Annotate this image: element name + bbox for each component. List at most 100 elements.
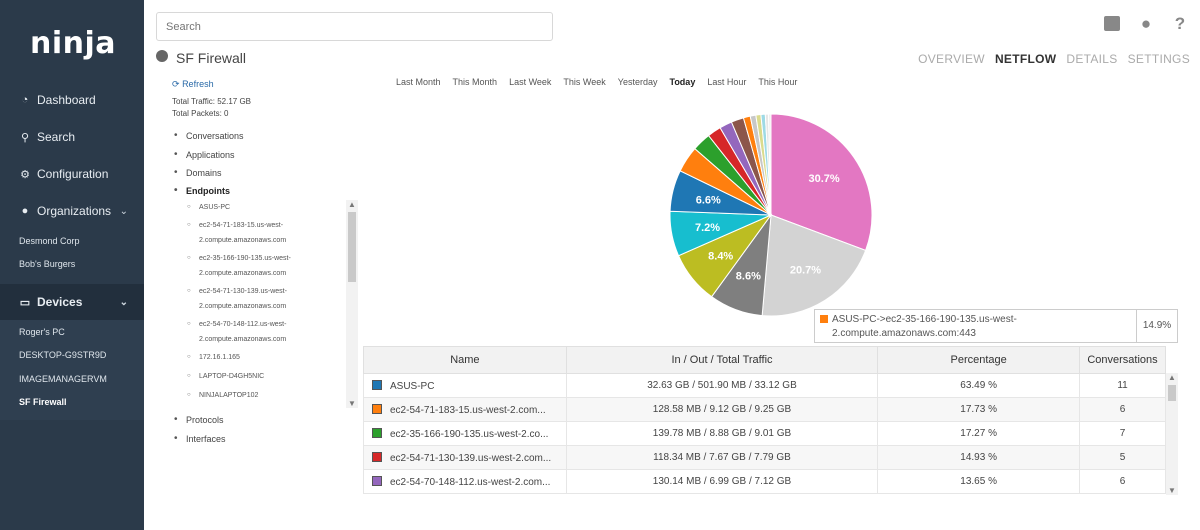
cell-percentage: 63.49 %: [877, 373, 1081, 398]
scroll-up-arrow-icon[interactable]: ▲: [1168, 373, 1176, 382]
tab-settings[interactable]: SETTINGS: [1127, 52, 1190, 66]
endpoint-item[interactable]: ec2-35-166-190-135.us-west- 2.compute.ama…: [187, 251, 291, 281]
tree-item-domains[interactable]: Domains: [174, 167, 221, 178]
column-header-conversations[interactable]: Conversations: [1079, 346, 1166, 374]
endpoint-item[interactable]: ec2-54-70-148-112.us-west- 2.compute.amaz…: [187, 317, 287, 347]
endpoint-item[interactable]: ec2-54-71-130-139.us-west- 2.compute.amaz…: [187, 284, 287, 314]
endpoint-label-cont: 2.compute.amazonaws.com: [199, 336, 287, 343]
sidebar-device-rogers-pc[interactable]: Roger's PC: [19, 327, 65, 337]
sidebar-org-desmond-corp[interactable]: Desmond Corp: [19, 236, 80, 246]
endpoint-item[interactable]: 172.16.1.165: [187, 350, 240, 365]
table-row[interactable]: ec2-54-70-148-112.us-west-2.com... 130.1…: [363, 469, 1166, 494]
table-row[interactable]: ec2-54-71-130-139.us-west-2.com... 118.3…: [363, 445, 1166, 470]
sidebar-item-dashboard[interactable]: ◔ Dashboard: [0, 83, 144, 117]
tab-details[interactable]: DETAILS: [1066, 52, 1118, 66]
column-header-name[interactable]: Name: [363, 346, 567, 374]
sidebar: ninja ◔ Dashboard ⚲ Search ⚙ Configurati…: [0, 0, 144, 530]
tab-netflow[interactable]: NETFLOW: [994, 52, 1057, 66]
row-name: ec2-54-71-130-139.us-west-2.com...: [390, 452, 552, 464]
scroll-thumb[interactable]: [1168, 385, 1176, 401]
ninja-logo: ninja: [30, 26, 117, 61]
timeframe-yesterday[interactable]: Yesterday: [617, 77, 658, 87]
endpoint-item[interactable]: ASUS-PC: [187, 200, 231, 215]
scroll-up-arrow-icon[interactable]: ▲: [348, 200, 356, 209]
cell-traffic: 32.63 GB / 501.90 MB / 33.12 GB: [565, 373, 879, 398]
monitor-icon: ▭: [19, 296, 31, 309]
sidebar-item-devices[interactable]: ▭ Devices ⌄: [0, 285, 144, 319]
table-scrollbar[interactable]: ▲ ▼: [1166, 373, 1178, 495]
timeframe-last-hour[interactable]: Last Hour: [707, 77, 747, 87]
endpoint-item[interactable]: ec2-54-71-183-15.us-west- 2.compute.amazo…: [187, 218, 286, 248]
pie-slice-label: 8.4%: [708, 251, 733, 263]
timeframe-this-month[interactable]: This Month: [452, 77, 498, 87]
scroll-thumb[interactable]: [348, 212, 356, 282]
table-row[interactable]: ec2-54-71-183-15.us-west-2.com... 128.58…: [363, 397, 1166, 422]
row-name: ec2-35-166-190-135.us-west-2.co...: [390, 428, 549, 440]
pie-slice[interactable]: [761, 214, 867, 317]
column-header-percentage[interactable]: Percentage: [877, 346, 1081, 374]
chart-tooltip: ASUS-PC->ec2-35-166-190-135.us-west- 2.c…: [814, 309, 1178, 343]
endpoint-label-cont: 2.compute.amazonaws.com: [199, 303, 287, 310]
sidebar-item-label: Configuration: [37, 167, 109, 181]
refresh-button[interactable]: ⟳ Refresh: [172, 79, 214, 90]
tree-item-protocols[interactable]: Protocols: [174, 414, 223, 425]
sidebar-item-configuration[interactable]: ⚙ Configuration: [0, 157, 144, 191]
cell-percentage: 13.65 %: [877, 469, 1081, 494]
sidebar-device-desktop[interactable]: DESKTOP-G9STR9D: [19, 350, 107, 360]
sidebar-item-label: Dashboard: [37, 93, 96, 107]
devices-band: [0, 284, 144, 320]
row-name: ec2-54-70-148-112.us-west-2.com...: [390, 476, 551, 488]
table-row[interactable]: ec2-35-166-190-135.us-west-2.co... 139.7…: [363, 421, 1166, 446]
search-input[interactable]: [156, 12, 553, 41]
add-icon[interactable]: +: [1104, 14, 1120, 34]
sidebar-org-bobs-burgers[interactable]: Bob's Burgers: [19, 259, 76, 269]
cell-conversations: 5: [1079, 445, 1166, 470]
tree-item-interfaces[interactable]: Interfaces: [174, 433, 225, 444]
tree-item-endpoints[interactable]: Endpoints: [174, 185, 230, 196]
globe-icon: [156, 50, 168, 62]
tab-overview[interactable]: OVERVIEW: [918, 52, 985, 66]
scroll-down-arrow-icon[interactable]: ▼: [1168, 486, 1176, 495]
series-color-swatch: [372, 427, 382, 438]
cell-name: ec2-54-70-148-112.us-west-2.com...: [363, 469, 567, 494]
endpoint-label: NINJALAPTOP102: [199, 392, 259, 399]
column-header-traffic[interactable]: In / Out / Total Traffic: [565, 346, 879, 374]
gear-icon: ⚙: [20, 168, 30, 181]
tree-item-applications[interactable]: Applications: [174, 149, 234, 160]
endpoint-label: ASUS-PC: [199, 204, 231, 211]
sidebar-device-sf-firewall[interactable]: SF Firewall: [19, 397, 67, 407]
timeframe-today[interactable]: Today: [669, 77, 696, 87]
endpoint-item[interactable]: NINJALAPTOP102: [187, 388, 259, 403]
pie-slice[interactable]: [767, 113, 772, 216]
tree-item-conversations[interactable]: Conversations: [174, 130, 243, 141]
endpoints-scrollbar[interactable]: ▲ ▼: [346, 200, 358, 408]
help-icon[interactable]: ?: [1174, 14, 1186, 33]
scroll-down-arrow-icon[interactable]: ▼: [348, 399, 356, 408]
user-icon: ●: [21, 205, 29, 217]
endpoint-label: ec2-35-166-190-135.us-west-: [199, 255, 291, 262]
user-icon[interactable]: ●: [1140, 14, 1152, 33]
table-row[interactable]: ASUS-PC 32.63 GB / 501.90 MB / 33.12 GB …: [363, 373, 1166, 398]
sidebar-device-imagemanagervm[interactable]: IMAGEMANAGERVM: [19, 374, 107, 384]
pie-slice[interactable]: [770, 113, 873, 252]
sidebar-item-label: Organizations: [37, 204, 112, 218]
series-color-swatch: [372, 451, 382, 462]
pie-slice-label: 6.6%: [696, 194, 721, 206]
timeframe-last-week[interactable]: Last Week: [509, 77, 552, 87]
pie-slice-label: 8.6%: [736, 271, 761, 283]
cell-conversations: 11: [1079, 373, 1166, 398]
cell-name: ec2-54-71-183-15.us-west-2.com...: [363, 397, 567, 422]
total-traffic: Total Traffic: 52.17 GB: [172, 97, 252, 106]
sidebar-item-search[interactable]: ⚲ Search: [0, 120, 144, 154]
pie-slice-label: 30.7%: [809, 173, 840, 185]
endpoint-item[interactable]: LAPTOP-D4GH5NIC: [187, 369, 264, 384]
sidebar-item-organizations[interactable]: ● Organizations ⌄: [0, 194, 144, 228]
row-name: ASUS-PC: [390, 380, 435, 392]
cell-name: ec2-35-166-190-135.us-west-2.co...: [363, 421, 567, 446]
timeframe-this-week[interactable]: This Week: [563, 77, 606, 87]
timeframe-last-month[interactable]: Last Month: [396, 77, 441, 87]
timeframe-this-hour[interactable]: This Hour: [758, 77, 798, 87]
refresh-icon: ⟳: [172, 79, 180, 89]
tooltip-line1: ASUS-PC->ec2-35-166-190-135.us-west-: [832, 314, 1017, 325]
